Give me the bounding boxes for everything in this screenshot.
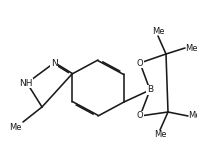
Text: O: O: [137, 112, 143, 120]
Text: O: O: [137, 59, 143, 68]
Text: Me: Me: [188, 112, 197, 120]
Text: N: N: [51, 59, 57, 68]
Text: Me: Me: [152, 27, 164, 36]
Text: NH: NH: [19, 79, 33, 88]
Text: B: B: [147, 85, 153, 95]
Text: Me: Me: [9, 123, 22, 132]
Text: Me: Me: [154, 130, 166, 139]
Text: Me: Me: [185, 44, 197, 52]
